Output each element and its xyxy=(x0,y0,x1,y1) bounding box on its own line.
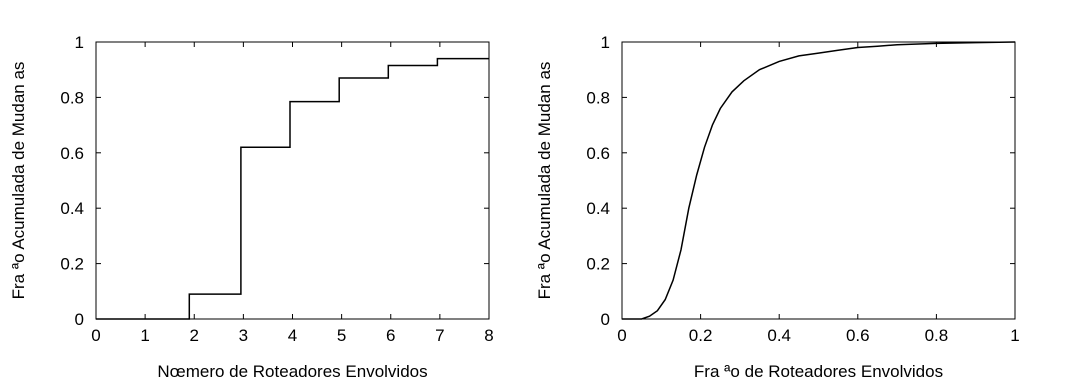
left-xtick-label: 1 xyxy=(140,326,149,345)
left-ytick-label: 0.2 xyxy=(60,255,84,274)
left-xtick-label: 0 xyxy=(91,326,100,345)
right-y-axis-label: Fra ªo Acumulada de Mudan as xyxy=(535,62,554,300)
right-ytick-label: 0.8 xyxy=(586,88,610,107)
right-xtick-label: 1 xyxy=(1010,326,1019,345)
left-xtick-label: 7 xyxy=(435,326,444,345)
left-plot-frame xyxy=(95,41,490,320)
left-series-line xyxy=(96,57,489,320)
left-xtick-label: 6 xyxy=(386,326,395,345)
right-ytick-label: 0.6 xyxy=(586,144,610,163)
right-xtick-label: 0.2 xyxy=(689,326,713,345)
right-plot-frame xyxy=(621,41,1016,320)
right-series-line xyxy=(622,41,1016,320)
left-ytick-label: 0.6 xyxy=(60,144,84,163)
right-xtick-label: 0.4 xyxy=(767,326,791,345)
right-xtick-label: 0 xyxy=(617,326,626,345)
left-xtick-label: 4 xyxy=(288,326,297,345)
right-xtick-label: 0.6 xyxy=(846,326,870,345)
left-xtick-label: 3 xyxy=(239,326,248,345)
right-ytick-label: 0 xyxy=(601,310,610,329)
left-y-axis-label: Fra ªo Acumulada de Mudan as xyxy=(9,62,28,300)
left-xtick-label: 5 xyxy=(337,326,346,345)
right-ytick-label: 1 xyxy=(601,33,610,52)
left-x-axis-label: Nœmero de Roteadores Envolvidos xyxy=(157,362,427,381)
left-ytick-label: 0.4 xyxy=(60,199,84,218)
left-ytick-label: 0.8 xyxy=(60,88,84,107)
right-xtick-label: 0.8 xyxy=(925,326,949,345)
right-ytick-label: 0.2 xyxy=(586,255,610,274)
right-x-axis-label: Fra ªo de Roteadores Envolvidos xyxy=(694,362,943,381)
left-xtick-label: 2 xyxy=(190,326,199,345)
left-xtick-label: 8 xyxy=(484,326,493,345)
right-ytick-label: 0.4 xyxy=(586,199,610,218)
left-ytick-label: 0 xyxy=(75,310,84,329)
left-ytick-label: 1 xyxy=(75,33,84,52)
